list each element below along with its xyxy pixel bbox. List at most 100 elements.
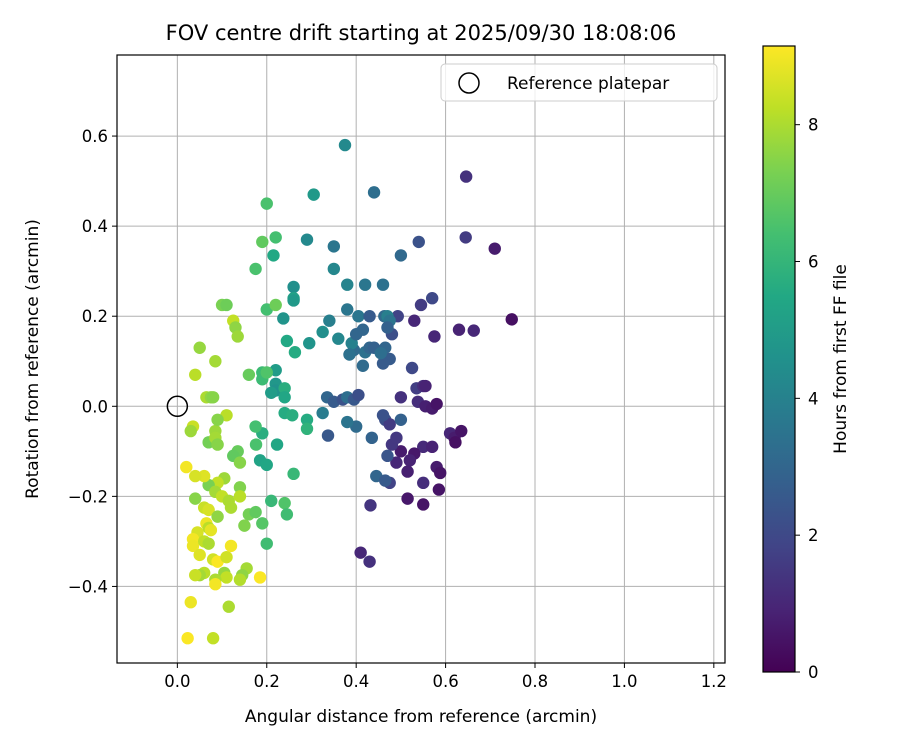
data-point [365, 431, 379, 445]
x-tick-label: 0.8 [522, 672, 548, 691]
data-point [374, 346, 387, 360]
data-point [390, 431, 403, 445]
data-point [417, 476, 430, 490]
data-point [242, 368, 256, 381]
data-point [383, 418, 396, 431]
data-point [401, 492, 414, 505]
data-point [269, 231, 282, 244]
legend-marker-icon [458, 72, 480, 94]
data-point [249, 438, 263, 451]
data-point [363, 310, 376, 323]
data-point [211, 413, 224, 426]
colorbar-tick-label: 0 [808, 663, 819, 682]
data-point [452, 323, 466, 336]
data-point [394, 445, 408, 458]
data-point [390, 456, 403, 469]
data-point [267, 249, 280, 262]
data-point [206, 391, 220, 404]
y-tick-label: 0.6 [82, 127, 108, 146]
data-point [286, 409, 299, 422]
data-point [379, 474, 392, 487]
data-point [354, 546, 367, 559]
data-point [220, 550, 233, 564]
data-point [278, 391, 291, 404]
data-point [327, 240, 341, 253]
x-tick-label: 1.2 [701, 672, 727, 691]
legend-label: Reference platepar [507, 74, 669, 94]
data-point [280, 508, 294, 521]
data-point [238, 519, 251, 532]
data-point [300, 413, 314, 426]
data-point [300, 233, 314, 246]
data-point [184, 596, 197, 609]
data-point [287, 294, 300, 307]
data-point [449, 436, 462, 449]
data-point [180, 460, 193, 474]
colorbar-ticks: 0 2 4 6 8 [795, 116, 819, 682]
data-point [323, 314, 336, 327]
y-axis-ticks: −0.4 −0.2 0.0 0.2 0.4 0.6 [68, 127, 117, 596]
data-point [352, 388, 365, 402]
colorbar-tick-label: 2 [808, 526, 819, 545]
data-point [184, 424, 197, 438]
y-tick-label: −0.2 [68, 487, 108, 506]
data-point [189, 568, 202, 582]
data-point [265, 386, 278, 399]
x-tick-label: 1.0 [611, 672, 637, 691]
data-point [206, 632, 220, 645]
data-point [231, 330, 244, 343]
data-point [186, 539, 200, 553]
data-point [197, 469, 211, 483]
data-point [381, 321, 394, 334]
data-point [220, 298, 233, 312]
data-point [316, 406, 329, 420]
scatter-points [180, 138, 518, 645]
data-point [376, 409, 390, 422]
data-point [277, 312, 290, 325]
data-point [358, 278, 372, 291]
data-point [193, 548, 206, 562]
data-point [202, 503, 215, 517]
data-point [356, 359, 370, 372]
data-point [432, 483, 446, 496]
data-point [430, 397, 443, 411]
data-point [193, 341, 206, 354]
data-point [363, 555, 376, 568]
data-point [488, 242, 501, 255]
data-point [287, 280, 300, 294]
data-point [419, 379, 432, 393]
colorbar-tick-label: 6 [808, 253, 819, 272]
reference-marker [166, 395, 189, 418]
data-point [505, 313, 518, 326]
data-point [405, 361, 419, 375]
data-point [211, 510, 224, 523]
data-point [381, 449, 394, 463]
data-point [249, 262, 262, 276]
data-point [222, 600, 235, 613]
data-point [233, 456, 247, 469]
x-tick-label: 0.0 [164, 672, 190, 691]
data-point [401, 465, 414, 478]
data-point [412, 235, 425, 249]
data-point [270, 438, 284, 451]
data-point [288, 346, 302, 359]
legend: Reference platepar [440, 63, 718, 102]
data-point [316, 325, 329, 339]
data-point [367, 186, 381, 199]
data-point [321, 429, 335, 442]
data-point [253, 571, 267, 584]
data-point [278, 382, 291, 395]
data-point [202, 537, 215, 550]
y-tick-label: −0.4 [68, 577, 108, 596]
chart-title: FOV centre drift starting at 2025/09/30 … [166, 21, 677, 45]
y-tick-label: 0.4 [82, 217, 108, 236]
colorbar [762, 45, 796, 673]
data-point [428, 330, 441, 343]
data-point [394, 413, 408, 426]
x-tick-label: 0.2 [254, 672, 280, 691]
legend-box [440, 63, 718, 102]
data-point [341, 278, 354, 291]
data-point [394, 249, 408, 262]
